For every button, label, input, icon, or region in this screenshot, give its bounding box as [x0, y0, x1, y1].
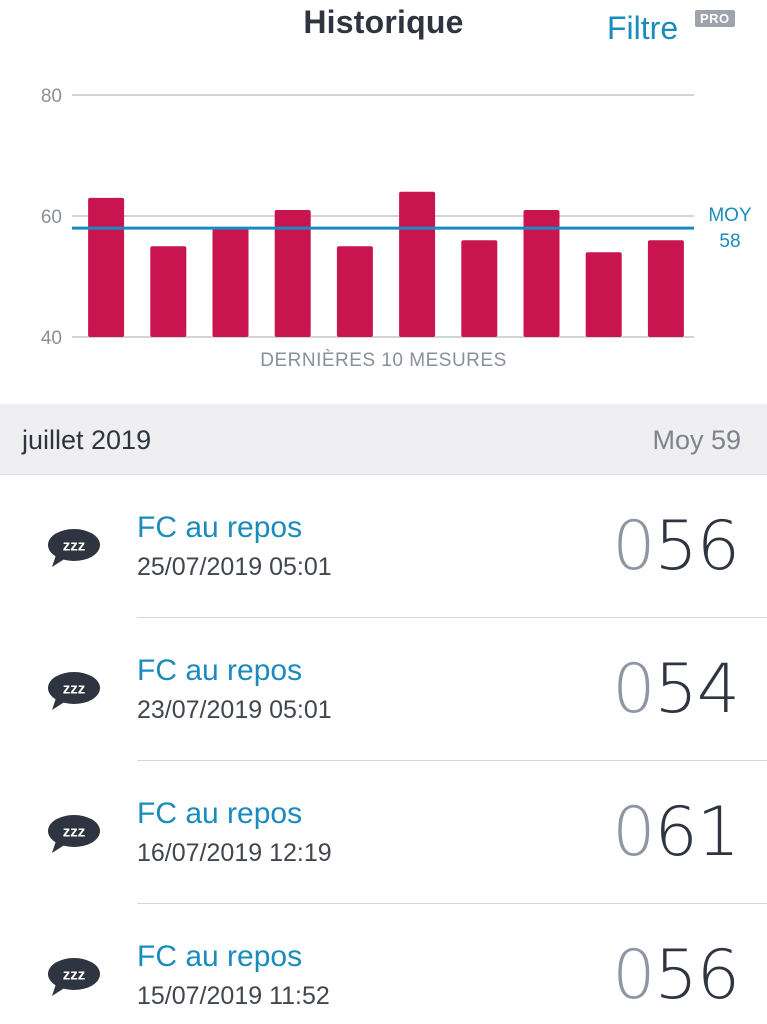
svg-text:zzz: zzz	[63, 967, 86, 984]
sleep-bubble-icon: zzz	[48, 672, 100, 710]
list-item[interactable]: zzz FC au repos 16/07/2019 12:19 061	[0, 761, 767, 904]
value-lead-digit: 0	[612, 936, 655, 1015]
average-value: 58	[719, 231, 740, 252]
divider	[137, 760, 767, 761]
item-value: 054	[612, 650, 740, 730]
filter-button[interactable]: Filtre PRO	[607, 8, 747, 48]
value-digits: 56	[654, 936, 740, 1015]
history-chart: 40 60 80 MOY 58	[41, 86, 752, 349]
measurement-list: zzz FC au repos 25/07/2019 05:01 056 zzz…	[0, 475, 767, 1024]
value-lead-digit: 0	[612, 793, 655, 872]
pro-badge: PRO	[695, 10, 735, 27]
divider	[137, 903, 767, 904]
list-item[interactable]: zzz FC au repos 23/07/2019 05:01 054	[0, 618, 767, 761]
filter-label: Filtre	[607, 10, 679, 46]
chart-bar	[585, 252, 622, 337]
value-lead-digit: 0	[612, 650, 655, 729]
chart-bar	[212, 228, 249, 337]
chart-caption: DERNIÈRES 10 MESURES	[260, 350, 507, 371]
chart-bar	[399, 191, 436, 337]
list-item[interactable]: zzz FC au repos 15/07/2019 11:52 056	[0, 904, 767, 1024]
value-digits: 56	[654, 507, 740, 586]
value-digits: 61	[654, 793, 740, 872]
chart-bar	[336, 246, 373, 337]
chart-bar	[150, 246, 187, 337]
item-title: FC au repos	[137, 511, 303, 544]
month-label: juillet 2019	[22, 425, 152, 455]
y-tick-label: 40	[41, 328, 62, 349]
item-date: 25/07/2019 05:01	[137, 553, 332, 581]
chart-bar	[647, 240, 684, 337]
list-item[interactable]: zzz FC au repos 25/07/2019 05:01 056	[0, 475, 767, 618]
average-label: MOY	[708, 205, 752, 226]
item-value: 056	[612, 936, 740, 1016]
sleep-bubble-icon: zzz	[48, 529, 100, 567]
value-digits: 54	[654, 650, 740, 729]
item-date: 23/07/2019 05:01	[137, 696, 332, 724]
value-lead-digit: 0	[612, 507, 655, 586]
svg-text:zzz: zzz	[63, 538, 86, 555]
y-tick-label: 60	[41, 207, 62, 228]
chart-bar	[523, 209, 560, 337]
y-tick-label: 80	[41, 86, 62, 107]
item-title: FC au repos	[137, 797, 303, 830]
divider	[137, 617, 767, 618]
chart-bar	[88, 197, 125, 337]
item-date: 16/07/2019 12:19	[137, 839, 332, 867]
header: Historique Filtre PRO	[0, 0, 767, 60]
item-title: FC au repos	[137, 654, 303, 687]
svg-text:zzz: zzz	[63, 681, 86, 698]
item-title: FC au repos	[137, 940, 303, 973]
month-section-header: juillet 2019 Moy 59	[0, 404, 767, 475]
svg-text:zzz: zzz	[63, 824, 86, 841]
month-average: Moy 59	[652, 425, 741, 455]
item-value: 061	[612, 793, 740, 873]
sleep-bubble-icon: zzz	[48, 958, 100, 996]
page-title: Historique	[303, 4, 464, 40]
chart-bar	[274, 209, 311, 337]
item-date: 15/07/2019 11:52	[137, 982, 330, 1010]
chart-bar	[461, 240, 498, 337]
item-value: 056	[612, 507, 740, 587]
sleep-bubble-icon: zzz	[48, 815, 100, 853]
